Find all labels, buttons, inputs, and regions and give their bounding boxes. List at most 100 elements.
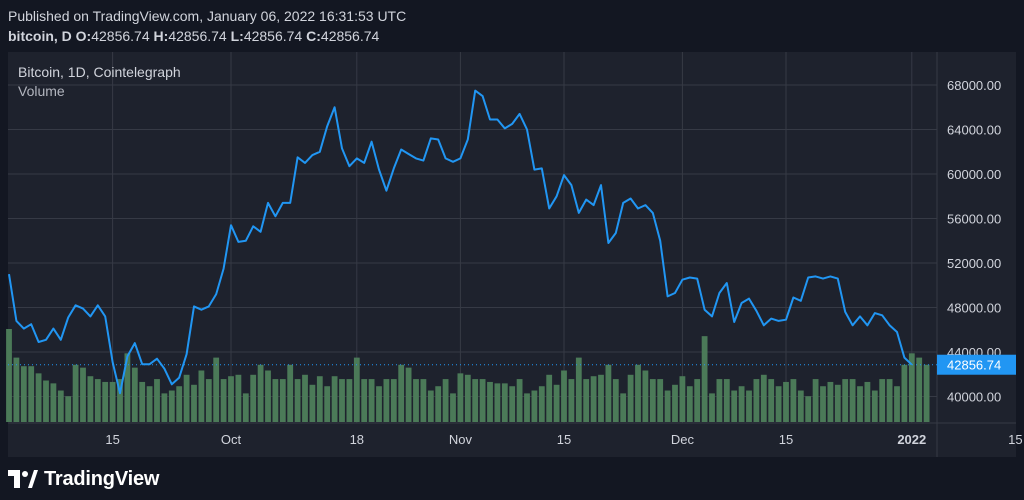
volume-bar (701, 336, 708, 422)
volume-bar (50, 383, 57, 422)
y-tick-label: 68000.00 (947, 78, 1001, 93)
volume-bar (842, 379, 849, 422)
volume-bar (679, 376, 686, 422)
volume-bar (857, 386, 863, 422)
volume-bar (161, 393, 168, 422)
volume-bar (686, 386, 693, 422)
volume-bar (879, 379, 886, 422)
volume-bar (516, 379, 523, 422)
x-tick-label: 18 (350, 432, 364, 447)
y-tick-label: 48000.00 (947, 301, 1001, 316)
volume-bar (849, 379, 856, 422)
volume-bar (376, 386, 382, 422)
volume-bar (753, 379, 760, 422)
volume-bar (13, 357, 20, 422)
volume-bar (294, 379, 301, 422)
volume-bar (501, 383, 508, 422)
volume-bar (309, 384, 316, 422)
volume-bar (894, 386, 900, 422)
volume-bar (80, 367, 86, 422)
volume-bar (590, 376, 597, 422)
volume-bar (139, 381, 146, 422)
volume-bar (420, 379, 427, 422)
volume-bar (916, 357, 923, 422)
volume-bar (316, 376, 323, 422)
volume-bar (435, 386, 442, 422)
volume-bar (575, 357, 582, 422)
volume-bar (65, 396, 72, 422)
volume-bar (279, 379, 286, 422)
volume-bar (775, 386, 782, 422)
close-label: C: (306, 28, 321, 44)
volume-bar (538, 386, 545, 422)
volume-bar (524, 393, 530, 422)
volume-bar (709, 393, 715, 422)
volume-bar (220, 379, 227, 422)
volume-bar (635, 364, 641, 422)
volume-bar (146, 386, 153, 422)
volume-bar (87, 376, 94, 422)
volume-bar (117, 379, 123, 422)
volume-bar (864, 381, 871, 422)
volume-bar (176, 386, 183, 422)
volume-bar (620, 393, 627, 422)
tradingview-logo[interactable]: TradingView (8, 466, 159, 492)
volume-bar (509, 386, 516, 422)
volume-bar (131, 367, 138, 422)
y-tick-label: 64000.00 (947, 123, 1001, 138)
open-label: O: (75, 28, 92, 44)
x-tick-label: 15 (105, 432, 119, 447)
volume-bar (627, 374, 634, 422)
volume-bar (324, 386, 331, 422)
symbol-label: bitcoin, D (8, 28, 72, 44)
volume-bar (790, 379, 797, 422)
volume-bar (272, 379, 279, 422)
x-tick-label: Dec (671, 432, 695, 447)
volume-bar (183, 374, 190, 422)
volume-bar (457, 373, 464, 422)
volume-bar (427, 390, 434, 422)
y-tick-label: 60000.00 (947, 167, 1001, 182)
volume-bar (464, 374, 471, 422)
volume-bar (598, 374, 604, 422)
volume-bar (405, 367, 412, 422)
volume-bar (353, 357, 360, 422)
volume-bar (472, 379, 479, 422)
volume-bar (746, 390, 752, 422)
volume-bar (287, 364, 294, 422)
volume-bar (723, 379, 730, 422)
volume-bar (923, 364, 930, 422)
volume-bar (235, 374, 242, 422)
volume-bar (398, 364, 405, 422)
volume-bar (731, 390, 738, 422)
volume-bar (901, 364, 908, 422)
volume-bar (57, 390, 64, 422)
volume-bar (361, 379, 368, 422)
volume-bar (487, 381, 493, 422)
tradingview-brand: TradingView (44, 467, 160, 490)
high-label: H: (153, 28, 169, 44)
volume-bar (413, 379, 419, 422)
volume-bar (228, 376, 234, 422)
volume-bar (450, 393, 456, 422)
volume-bar (834, 384, 841, 422)
y-tick-label: 40000.00 (947, 390, 1001, 405)
volume-bar (109, 381, 116, 422)
volume-bar (479, 379, 486, 422)
volume-bar (6, 329, 12, 422)
volume-bar (494, 383, 501, 422)
volume-bar (20, 366, 27, 422)
volume-bar (657, 379, 664, 422)
volume-bar (805, 396, 812, 422)
volume-bar (265, 370, 271, 422)
x-tick-label: Oct (221, 432, 242, 447)
volume-bar (886, 379, 893, 422)
chart-header: Published on TradingView.com, January 06… (0, 0, 1024, 50)
y-tick-label: 56000.00 (947, 212, 1001, 227)
volume-bar (94, 379, 101, 422)
volume-bar (871, 390, 878, 422)
close-value: 42856.74 (320, 28, 380, 44)
volume-bar (72, 364, 79, 422)
volume-bar (339, 379, 345, 422)
